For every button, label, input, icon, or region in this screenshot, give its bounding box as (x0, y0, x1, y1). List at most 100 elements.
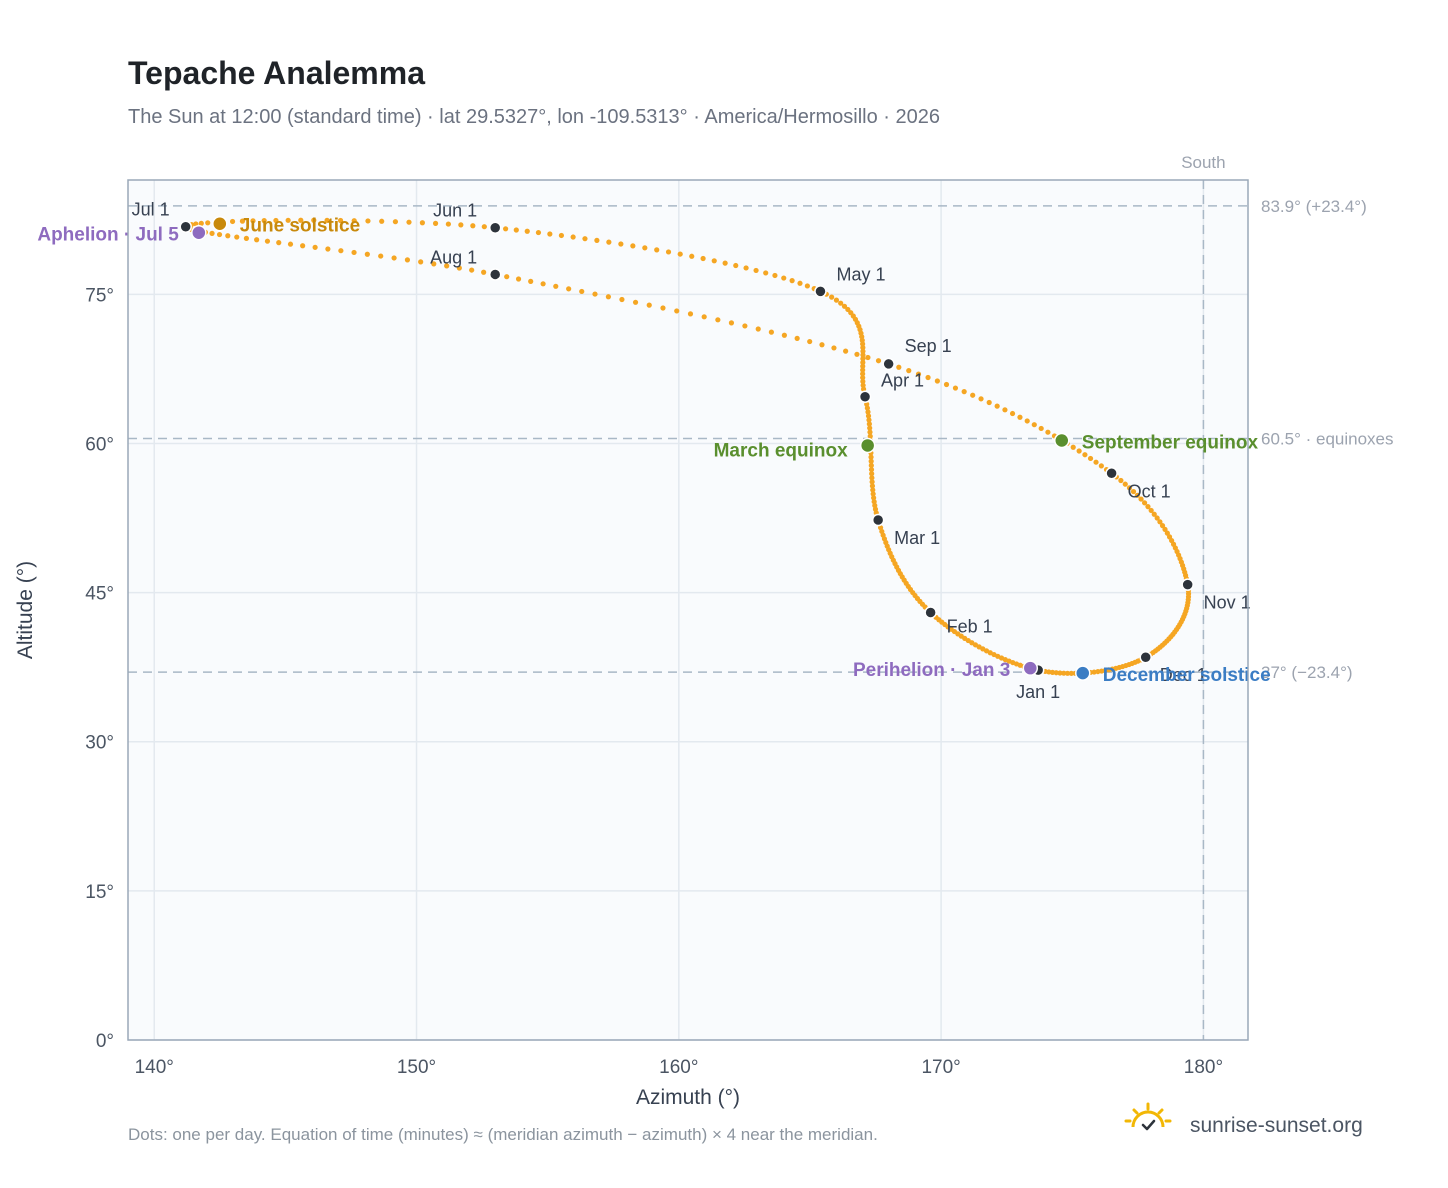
daily-sun-dot (481, 269, 487, 275)
month-marker (858, 390, 872, 403)
daily-sun-dot (743, 265, 749, 271)
y-tick-label: 75° (85, 285, 114, 306)
x-tick-label: 160° (659, 1057, 698, 1078)
daily-sun-dot (1057, 670, 1063, 676)
daily-sun-dot (860, 378, 866, 385)
event-marker (859, 437, 876, 454)
daily-sun-dot (419, 220, 425, 226)
daily-sun-dot (642, 245, 648, 251)
daily-sun-dot (254, 237, 260, 243)
daily-sun-dot (807, 338, 813, 345)
daily-sun-dot (392, 219, 399, 225)
daily-sun-dot (1148, 507, 1154, 514)
month-marker (179, 220, 192, 233)
daily-sun-dot (868, 466, 875, 473)
daily-sun-dot (273, 217, 279, 224)
daily-sun-dot (1159, 523, 1166, 529)
chart-title: Tepache Analemma (128, 55, 425, 91)
event-marker (212, 215, 228, 232)
month-marker-label: Jan 1 (1016, 682, 1060, 702)
daily-sun-dot (378, 253, 384, 259)
daily-sun-dot (1031, 422, 1037, 428)
daily-sun-dot (540, 281, 546, 287)
month-marker (1181, 578, 1194, 591)
daily-sun-dot (198, 220, 204, 226)
daily-sun-dot (503, 226, 509, 232)
month-marker-label: Jun 1 (433, 201, 477, 221)
daily-sun-dot (325, 246, 331, 252)
daily-sun-dot (772, 272, 778, 279)
daily-sun-dot (458, 222, 464, 228)
event-label: December solstice (1103, 665, 1271, 686)
daily-sun-dot (860, 367, 866, 373)
daily-sun-dot (1076, 448, 1082, 454)
daily-sun-dot (831, 345, 837, 351)
daily-sun-dot (860, 356, 866, 362)
daily-sun-dot (867, 429, 873, 435)
plot-area (128, 180, 1248, 1040)
daily-sun-dot (1064, 670, 1071, 676)
daily-sun-dot (630, 243, 636, 249)
daily-sun-dot (864, 405, 870, 411)
daily-sun-dot (781, 332, 787, 338)
daily-sun-dot (829, 294, 835, 300)
month-marker-label: May 1 (836, 264, 885, 284)
daily-sun-dot (742, 323, 748, 329)
x-axis-title: Azimuth (°) (636, 1086, 740, 1109)
daily-sun-dot (558, 232, 565, 239)
daily-sun-dot (404, 257, 411, 263)
daily-sun-dot (860, 371, 866, 377)
event-label: March equinox (714, 440, 849, 461)
daily-sun-dot (364, 251, 370, 257)
daily-sun-dot (1091, 669, 1097, 675)
daily-sun-dot (513, 227, 519, 233)
event-label: Perihelion · Jan 3 (853, 660, 1010, 681)
daily-sun-dot (860, 348, 866, 354)
daily-sun-dot (445, 221, 451, 227)
month-marker-label: Aug 1 (430, 247, 477, 267)
daily-sun-dot (1098, 463, 1104, 469)
daily-sun-dot (868, 462, 874, 469)
daily-sun-dot (535, 229, 542, 236)
daily-sun-dot (431, 261, 437, 267)
daily-sun-dot (1093, 459, 1099, 465)
plot-frame (127, 179, 1249, 1041)
daily-sun-dot (860, 352, 866, 358)
month-marker-label: Nov 1 (1204, 593, 1251, 613)
reference-line-label: 83.9° (+23.4°) (1261, 197, 1367, 216)
daily-sun-dot (869, 475, 875, 481)
daily-sun-dot (794, 335, 800, 341)
daily-sun-dot (711, 258, 717, 264)
daily-sun-dot (1130, 488, 1137, 495)
daily-sun-dot (906, 368, 912, 374)
meridian-label: South (1181, 153, 1225, 172)
daily-sun-dot (570, 234, 576, 240)
daily-sun-dot (870, 487, 876, 493)
brand-name: sunrise-sunset.org (1190, 1114, 1363, 1137)
daily-sun-dot (618, 241, 624, 247)
month-marker-label: Mar 1 (894, 528, 940, 548)
daily-sun-dot (594, 237, 600, 243)
daily-sun-dot (1017, 414, 1023, 420)
daily-sun-dot (1145, 504, 1151, 510)
daily-sun-dot (674, 308, 680, 314)
y-tick-label: 60° (85, 434, 114, 455)
daily-sun-dot (866, 421, 872, 427)
daily-sun-dot (1122, 481, 1128, 487)
daily-sun-dot (952, 385, 959, 391)
daily-sun-dot (1138, 496, 1144, 502)
daily-sun-dot (209, 230, 215, 236)
daily-sun-dot (1082, 452, 1088, 458)
daily-sun-dot (324, 217, 330, 223)
month-marker-label: Dec 1 (1160, 665, 1207, 685)
month-marker (814, 285, 827, 298)
daily-sun-dot (432, 220, 439, 226)
daily-sun-dot (701, 314, 707, 320)
daily-sun-dot (843, 348, 849, 354)
daily-sun-dot (896, 364, 902, 370)
event-marker (1075, 665, 1091, 681)
daily-sun-dot (845, 306, 851, 313)
daily-sun-dot (619, 296, 625, 303)
month-marker (924, 606, 937, 619)
